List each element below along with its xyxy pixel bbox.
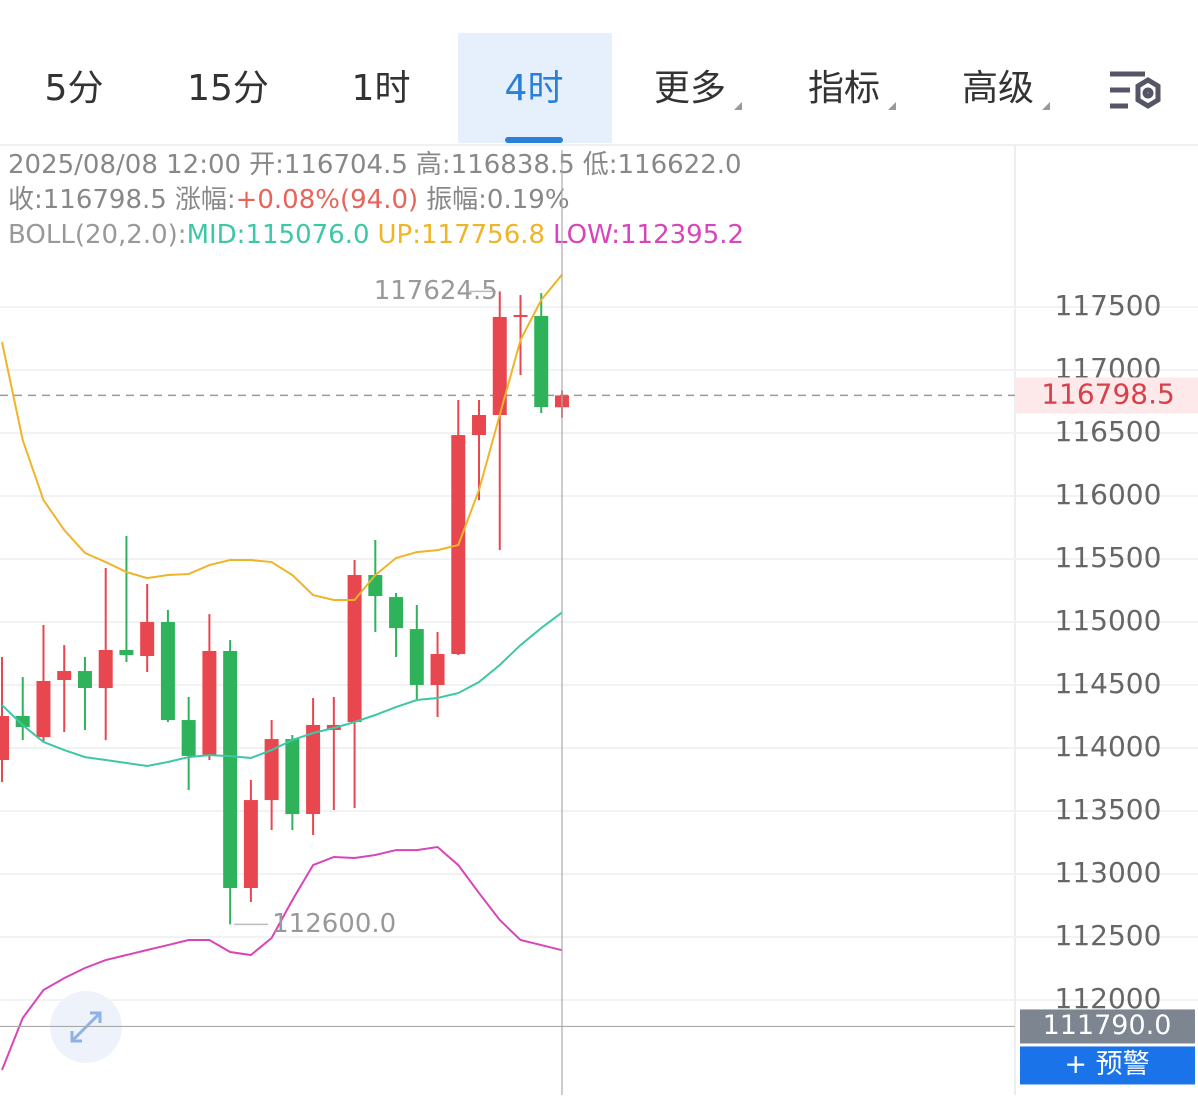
y-tick-label: 116000 (1055, 478, 1162, 511)
tab[interactable]: 更多 (654, 68, 726, 109)
boll-line (1, 845, 563, 1071)
dropdown-caret (734, 102, 742, 110)
candle-body (389, 597, 404, 629)
candle-body (223, 651, 238, 888)
active-tab-bg (458, 33, 612, 143)
last-price-label: 116798.5 (1041, 377, 1175, 410)
dropdown-caret (888, 102, 896, 110)
tab[interactable]: 5分 (45, 68, 104, 109)
candle-body (430, 654, 445, 686)
candle-body (285, 739, 300, 815)
min-marker-label: 112600.0 (272, 909, 396, 939)
y-tick-label: 113000 (1055, 856, 1162, 889)
candle-body (202, 651, 217, 756)
candle-body (77, 671, 92, 689)
candle-body (181, 720, 196, 756)
info-text: 高: (416, 150, 451, 180)
y-tick-label: 114000 (1055, 730, 1162, 763)
candle-body (243, 800, 258, 888)
info-text: UP:117756.8 (378, 220, 546, 250)
candle-body (492, 316, 507, 416)
candle-body (140, 622, 155, 657)
y-tick-label: 113500 (1055, 793, 1162, 826)
tab[interactable]: 4时 (505, 68, 564, 109)
info-text: 0.19% (487, 185, 570, 215)
info-text: +0.08%(94.0) (236, 185, 419, 215)
info-text: 收: (8, 185, 43, 215)
y-tick-label: 112500 (1055, 919, 1162, 952)
info-text: 116622.0 (617, 150, 741, 180)
y-tick-label: 116500 (1055, 415, 1162, 448)
candle-body (36, 680, 51, 738)
tab[interactable]: 指标 (808, 68, 880, 109)
info-text: 低: (583, 150, 618, 180)
candle-body (513, 314, 528, 317)
info-line: 收:116798.5 涨幅:+0.08%(94.0) 振幅:0.19% (8, 185, 570, 215)
settings-icon[interactable] (1110, 71, 1161, 109)
info-text: 涨幅: (175, 185, 236, 215)
info-text: 开: (249, 150, 284, 180)
info-line: 2025/08/08 12:00 开:116704.5 高:116838.5 低:11… (8, 150, 742, 180)
candle-body (57, 671, 72, 680)
tab[interactable]: 1时 (352, 68, 411, 109)
boll-line (1, 611, 563, 768)
last-price-tag (1015, 377, 1198, 414)
boll-line (1, 274, 563, 601)
tab[interactable]: 15分 (187, 68, 269, 109)
candle-body (160, 622, 175, 721)
crosshair-tag (1020, 1009, 1195, 1044)
y-tick-label: 115500 (1055, 541, 1162, 574)
dropdown-caret (1042, 102, 1050, 110)
y-tick-label: 117500 (1055, 289, 1162, 322)
active-tab-indicator (505, 137, 563, 143)
candle-body (306, 724, 321, 815)
candle-body (15, 716, 30, 727)
y-tick-label: 114500 (1055, 667, 1162, 700)
info-text: BOLL(20,2.0): (8, 220, 187, 250)
info-text: 116704.5 (284, 150, 408, 180)
info-text: MID:115076.0 (187, 220, 370, 250)
y-tick-label: 115000 (1055, 604, 1162, 637)
candle-body (98, 649, 113, 689)
max-marker-label: 117624.5 (374, 276, 498, 306)
candle-body (472, 415, 487, 436)
info-line: BOLL(20,2.0):MID:115076.0 UP:117756.8 LOW:… (8, 220, 744, 250)
alert-button[interactable] (1020, 1046, 1195, 1085)
candle-body (409, 629, 424, 686)
alert-button-label: + 预警 (1064, 1049, 1149, 1080)
info-text: 116838.5 (451, 150, 575, 180)
info-text: 振幅: (426, 185, 487, 215)
candle-body (368, 575, 383, 597)
tab[interactable]: 高级 (962, 68, 1034, 109)
info-text: LOW:112395.2 (553, 220, 744, 250)
candle-body (0, 716, 9, 760)
candle-body (347, 575, 362, 723)
candle-body (264, 739, 279, 801)
crosshair-label: 111790.0 (1043, 1010, 1172, 1041)
info-text: 2025/08/08 12:00 (8, 150, 241, 180)
candle-body (119, 649, 134, 656)
candle-body (534, 315, 549, 408)
info-text: 116798.5 (43, 185, 167, 215)
